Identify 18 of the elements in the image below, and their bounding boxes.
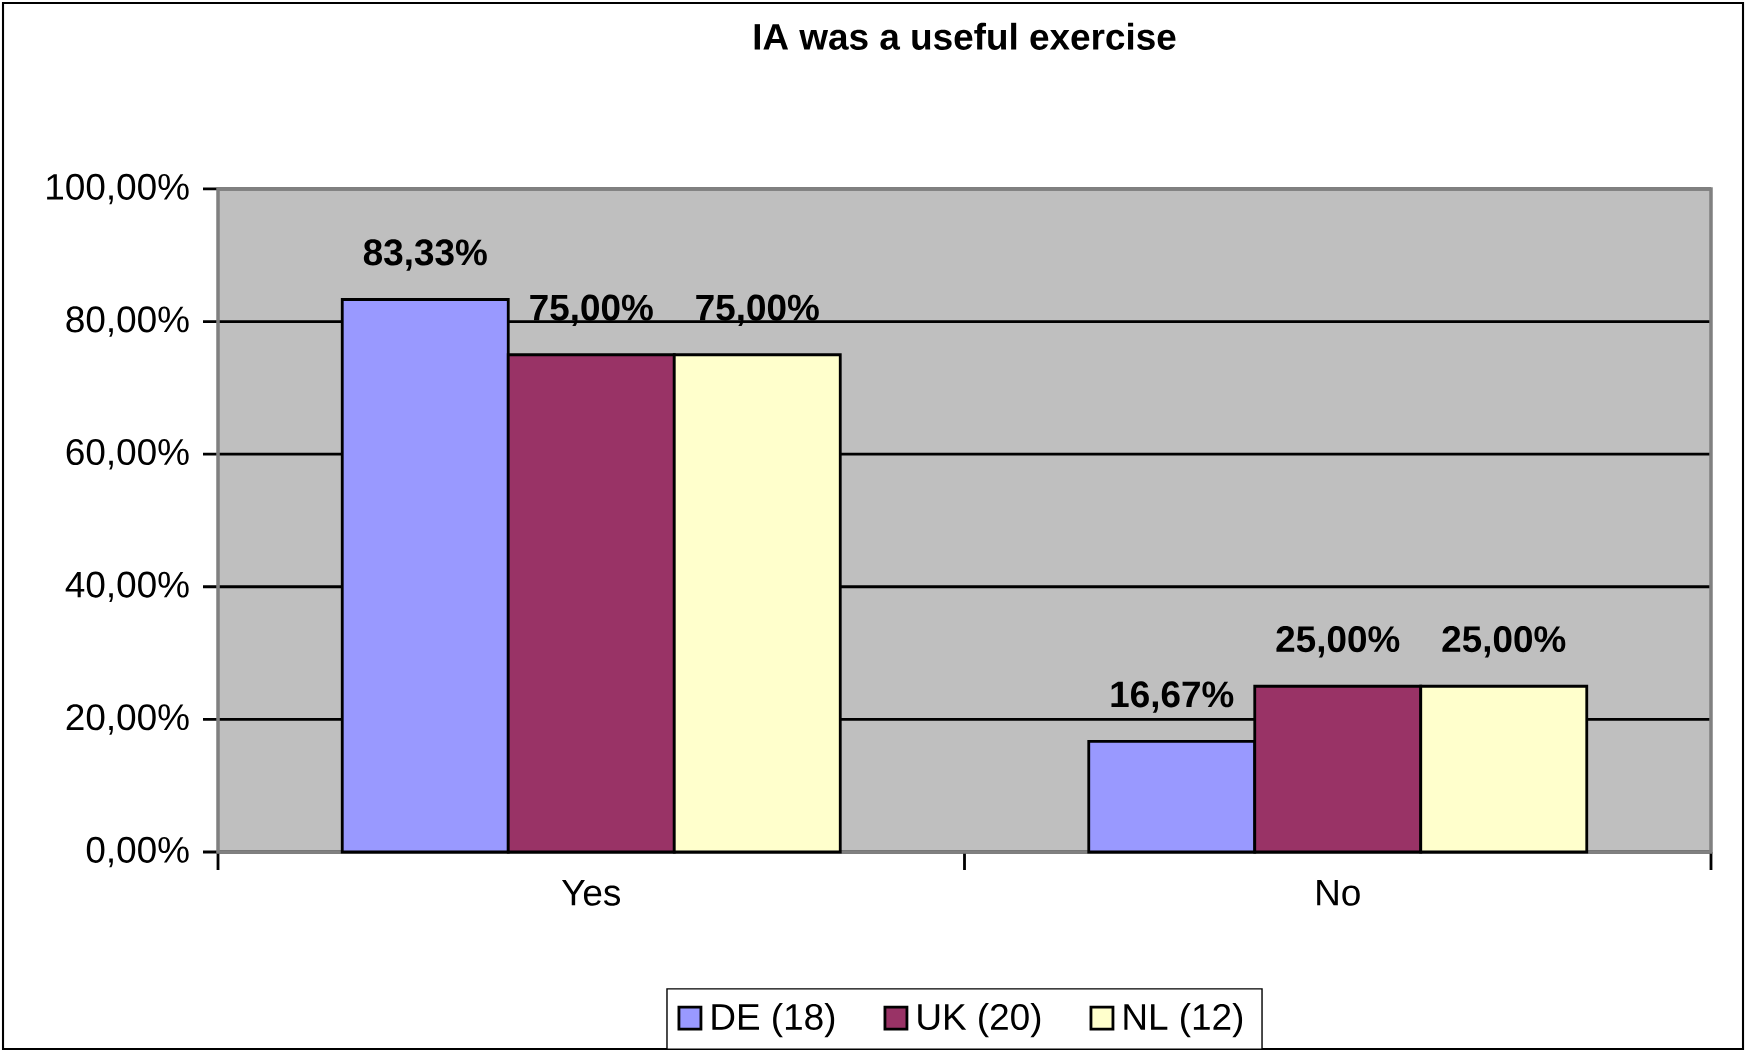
y-tick-label: 80,00% <box>66 306 189 337</box>
y-tick-label: 20,00% <box>66 704 189 735</box>
y-tick-label: 0,00% <box>86 836 189 868</box>
data-label: 25,00% <box>1276 626 1400 658</box>
data-label: 16,67% <box>1111 681 1234 713</box>
data-label: 25,00% <box>1442 626 1566 658</box>
chart-title: IA was a useful exercise <box>754 22 1176 50</box>
x-tick-label: No <box>1317 880 1360 906</box>
legend-label: DE (18) <box>712 1002 835 1038</box>
legend-label: UK (20) <box>918 1002 1041 1038</box>
y-tick-label: 100,00% <box>47 173 189 205</box>
x-tick-label: Yes <box>561 880 621 906</box>
y-tick-label: 60,00% <box>66 438 189 470</box>
data-label: 75,00% <box>696 294 819 327</box>
y-tick-label: 40,00% <box>65 571 189 603</box>
data-label: 83,33% <box>363 239 487 271</box>
data-label: 75,00% <box>530 294 653 327</box>
legend-label: NL (12) <box>1124 1002 1243 1038</box>
